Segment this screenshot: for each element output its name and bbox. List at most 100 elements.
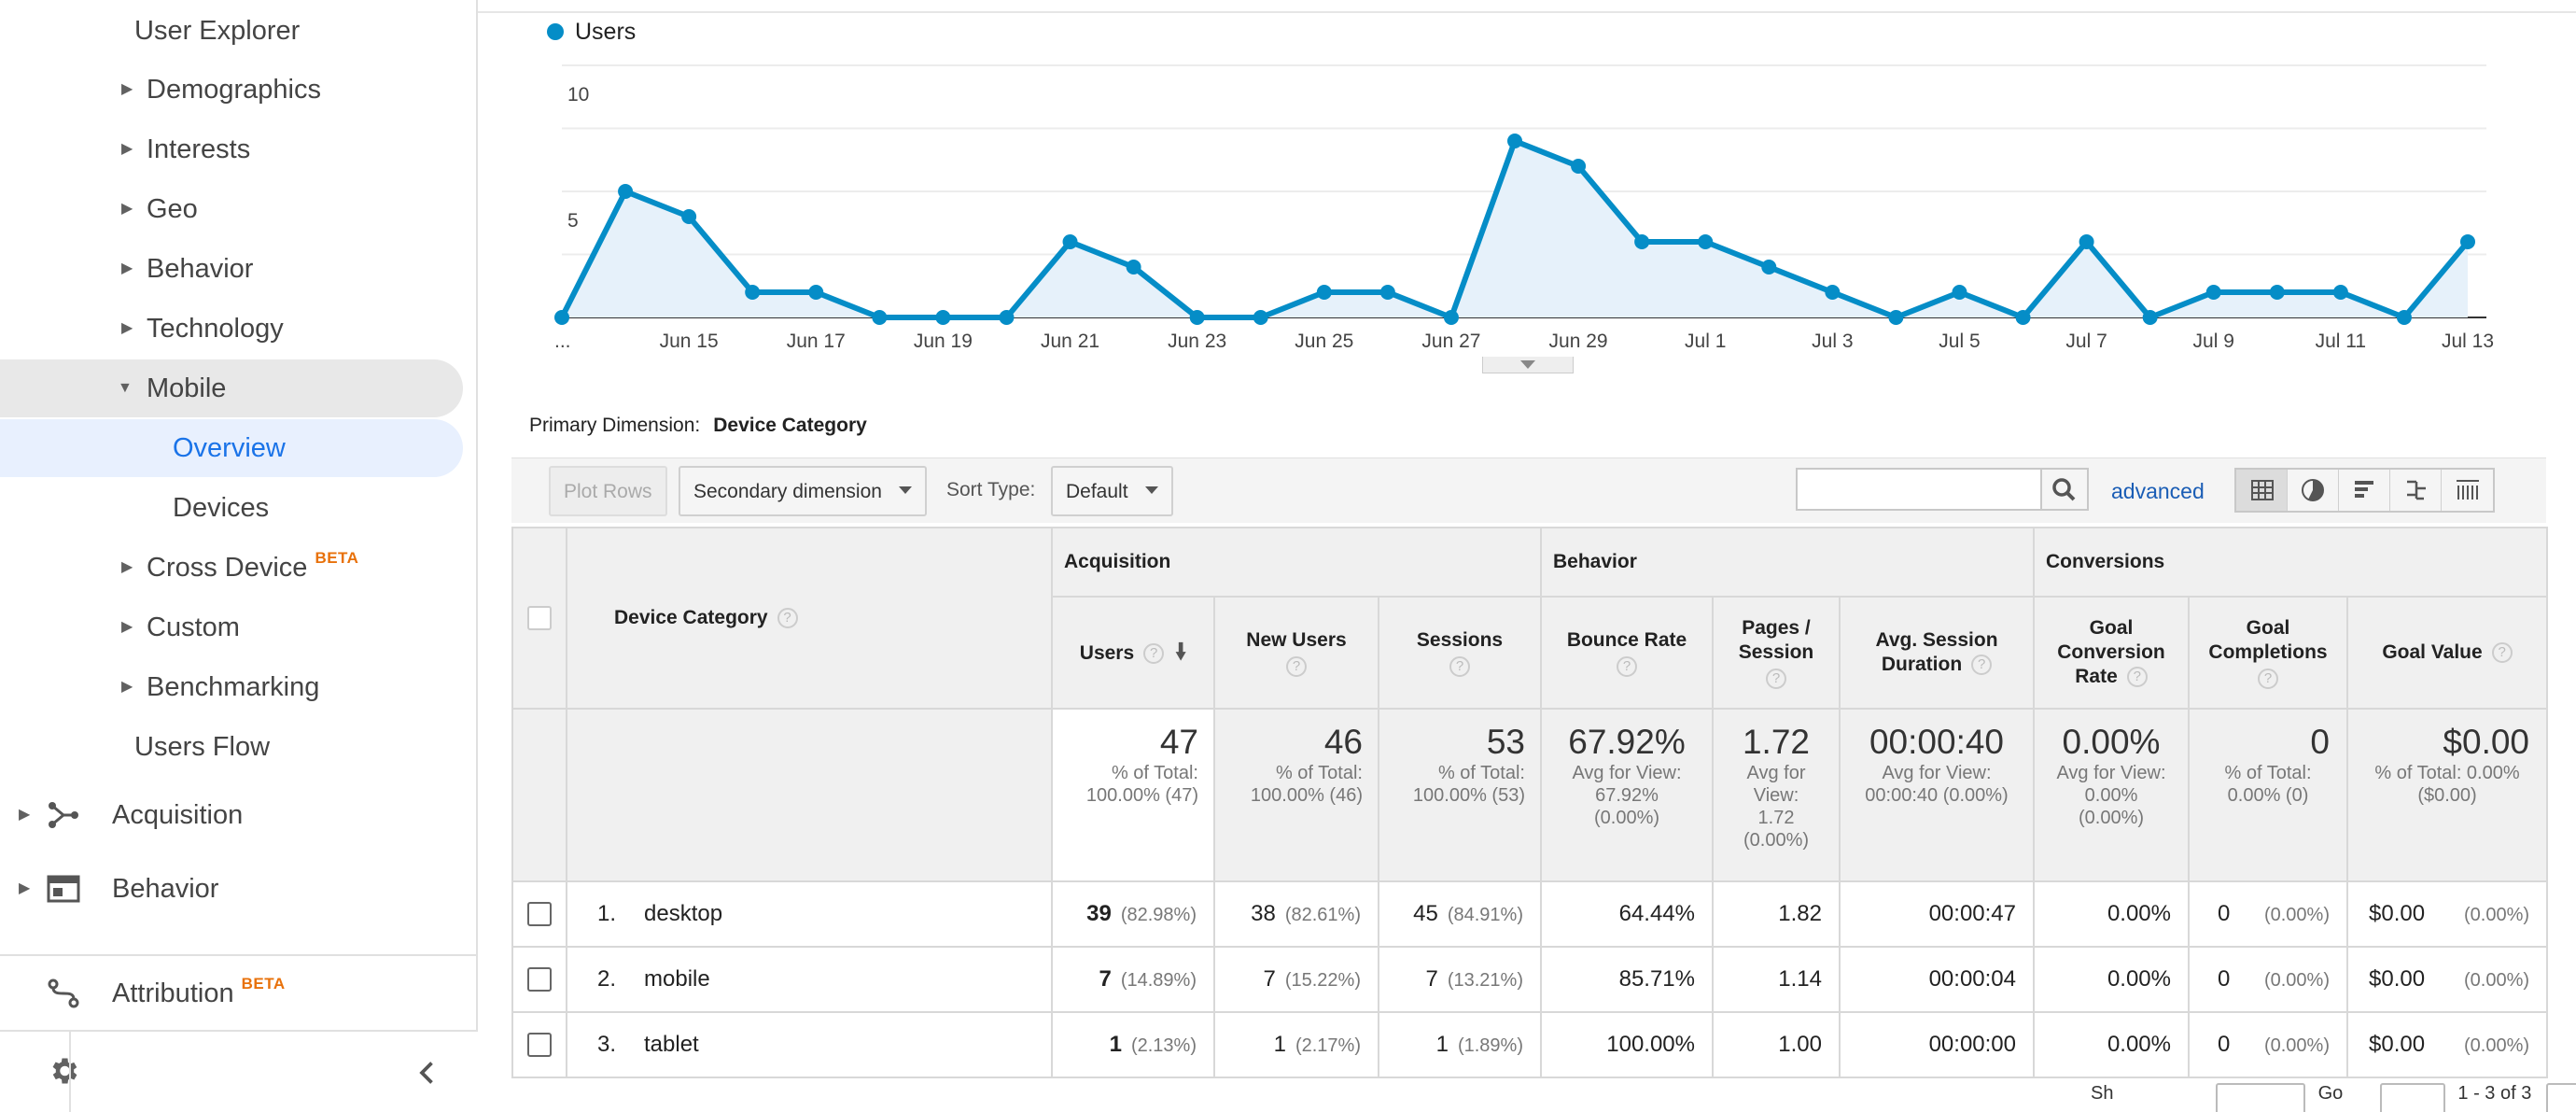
table-row: 2. mobile 7 (14.89%) 7 (15.22%) 7 (13.21%) 85.71… — [511, 946, 2549, 1013]
sidebar-item-demographics[interactable]: ▶ Demographics — [0, 61, 463, 119]
cell-goal-value: $0.00 (0.00%) — [2345, 1011, 2549, 1078]
cell-value: $0.00 — [2369, 1032, 2426, 1057]
header-avg-session-duration[interactable]: Avg. Session Duration? — [1839, 596, 2035, 710]
x-tick-label: Jul 7 — [2065, 331, 2107, 352]
data-point — [1634, 234, 1650, 249]
header-users[interactable]: Users? 🠛 — [1051, 596, 1215, 710]
advanced-link[interactable]: advanced — [2111, 479, 2205, 503]
header-label: Rate — [2075, 666, 2118, 687]
data-point — [1062, 234, 1078, 249]
data-point — [2015, 310, 2031, 325]
sidebar-section-behavior[interactable]: ▶ Behavior — [0, 853, 478, 924]
header-pages-session[interactable]: Pages / Session? — [1712, 596, 1841, 710]
cell-percent: (0.00%) — [2263, 970, 2330, 991]
help-icon[interactable]: ? — [2491, 642, 2513, 664]
go-to-label: Go — [2317, 1083, 2344, 1104]
device-category-link[interactable]: mobile — [644, 966, 710, 992]
device-category-link[interactable]: tablet — [644, 1032, 699, 1057]
cell-percent: (15.22%) — [1284, 970, 1361, 991]
sidebar-item-interests[interactable]: ▶ Interests — [0, 120, 463, 178]
help-icon[interactable]: ? — [1971, 655, 1993, 676]
total-goal-completions: 0% of Total: 0.00% (0) — [2188, 708, 2348, 882]
sidebar-section-acquisition[interactable]: ▶ Acquisition — [0, 780, 478, 851]
plot-rows-button[interactable]: Plot Rows — [549, 466, 667, 516]
sidebar-item-label: Benchmarking — [147, 672, 320, 702]
row-checkbox[interactable] — [527, 902, 552, 926]
primary-dimension-value[interactable]: Device Category — [713, 415, 867, 436]
prev-page-button[interactable] — [2545, 1083, 2576, 1112]
help-icon[interactable]: ? — [1449, 656, 1470, 677]
header-label: Sessions — [1416, 629, 1504, 651]
sidebar-item-users-flow[interactable]: Users Flow — [134, 718, 270, 776]
help-icon[interactable]: ? — [1617, 656, 1637, 677]
help-icon[interactable]: ? — [1766, 669, 1786, 689]
help-icon[interactable]: ? — [777, 608, 798, 629]
go-to-input[interactable] — [2379, 1083, 2445, 1112]
sidebar-item-label: Users Flow — [134, 732, 271, 762]
sort-type-dropdown[interactable]: Default — [1051, 466, 1173, 516]
total-caption: 100.00% (47) — [1085, 785, 1198, 806]
header-label: Goal Value — [2382, 641, 2483, 663]
x-tick-label: Jun 19 — [914, 331, 973, 352]
sidebar-item-benchmarking[interactable]: ▶ Benchmarking — [0, 658, 463, 716]
group-label: Conversions — [2046, 551, 2165, 572]
header-device-category[interactable]: Device Category? — [566, 527, 1053, 710]
collapse-chevron-left-icon[interactable] — [411, 1056, 444, 1090]
total-sessions: 53% of Total: 100.00% (53) — [1378, 708, 1542, 882]
view-pivot-button[interactable] — [2442, 470, 2493, 511]
view-comparison-button[interactable] — [2390, 470, 2442, 511]
view-percentage-button[interactable] — [2288, 470, 2339, 511]
sidebar-item-technology[interactable]: ▶ Technology — [0, 300, 463, 358]
sidebar-item-behavior[interactable]: ▶ Behavior — [0, 240, 463, 298]
select-all-checkbox[interactable] — [527, 606, 552, 630]
total-value: 47 — [1159, 723, 1198, 761]
search-button[interactable] — [2040, 468, 2089, 511]
view-table-button[interactable] — [2236, 470, 2288, 511]
help-icon[interactable]: ? — [2258, 669, 2278, 689]
total-caption: % of Total: — [1111, 763, 1198, 783]
header-goal-conversion-rate[interactable]: Goal Conversion Rate? — [2033, 596, 2190, 710]
header-label: Duration — [1881, 654, 1963, 675]
header-bounce-rate[interactable]: Bounce Rate? — [1540, 596, 1714, 710]
header-goal-value[interactable]: Goal Value? — [2345, 596, 2549, 710]
view-performance-button[interactable] — [2339, 470, 2390, 511]
cell-value: 7 — [1425, 966, 1438, 992]
sidebar-item-user-explorer[interactable]: User Explorer — [134, 2, 300, 60]
x-tick-label: Jul 3 — [1812, 331, 1853, 352]
device-category-link[interactable]: desktop — [644, 901, 723, 926]
cell-percent: (0.00%) — [2463, 1035, 2530, 1056]
header-sessions[interactable]: Sessions? — [1378, 596, 1542, 710]
header-label: Device Category — [614, 607, 768, 628]
help-icon[interactable]: ? — [1143, 642, 1165, 664]
sidebar-item-devices[interactable]: Devices — [0, 479, 463, 537]
header-label: Users — [1079, 641, 1135, 664]
legend-dot-icon — [547, 23, 564, 40]
row-checkbox[interactable] — [527, 967, 552, 992]
table-search-input[interactable] — [1796, 468, 2042, 511]
help-icon[interactable]: ? — [2126, 667, 2148, 688]
sidebar-item-mobile[interactable]: ▼ Mobile — [0, 359, 463, 417]
header-goal-completions[interactable]: Goal Completions? — [2188, 596, 2348, 710]
header-new-users[interactable]: New Users? — [1213, 596, 1379, 710]
total-caption: % of Total: — [1275, 763, 1363, 783]
rows-per-page-select[interactable] — [2216, 1083, 2306, 1112]
row-index: 1. — [597, 901, 617, 926]
caret-right-icon: ▶ — [121, 81, 133, 97]
sidebar-item-custom[interactable]: ▶ Custom — [0, 598, 463, 656]
sidebar-item-geo[interactable]: ▶ Geo — [0, 180, 463, 238]
total-caption: 1.72 — [1757, 808, 1795, 828]
data-point — [1189, 310, 1205, 325]
sidebar-section-attribution[interactable]: Attribution BETA — [0, 958, 478, 1029]
secondary-dimension-dropdown[interactable]: Secondary dimension — [679, 466, 927, 516]
chart-resize-handle[interactable] — [1482, 357, 1574, 373]
total-caption: 100.00% (46) — [1250, 785, 1363, 806]
sidebar-item-cross-device[interactable]: ▶ Cross Device BETA — [0, 539, 463, 597]
data-point — [2460, 234, 2475, 249]
help-icon[interactable]: ? — [1286, 656, 1307, 677]
cell-value: 1 — [1109, 1032, 1122, 1057]
sidebar-item-overview[interactable]: Overview — [0, 419, 463, 477]
caret-right-icon: ▶ — [121, 619, 133, 635]
row-checkbox[interactable] — [527, 1033, 552, 1057]
gear-icon[interactable] — [47, 1054, 80, 1088]
total-caption: ($0.00) — [2417, 785, 2477, 806]
